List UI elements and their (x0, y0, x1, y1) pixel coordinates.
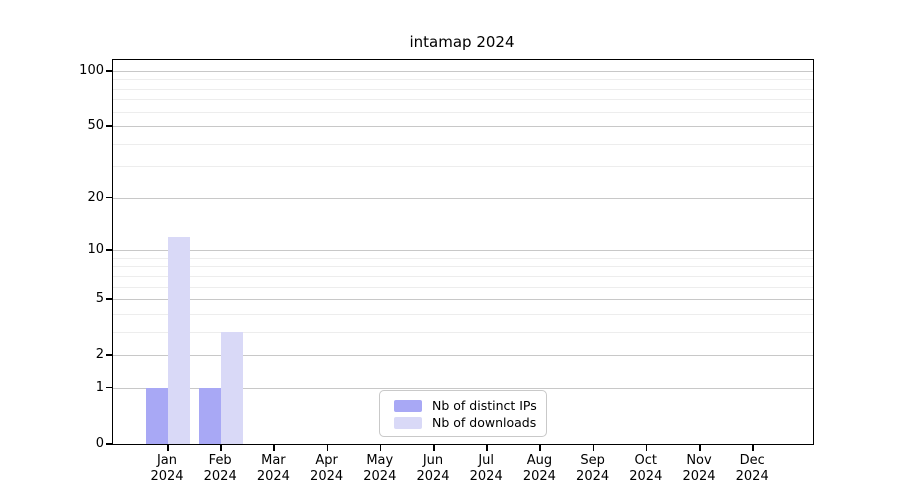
minor-gridline (113, 99, 813, 101)
legend-label-distinct-ips: Nb of distinct IPs (432, 398, 537, 413)
x-tick-mark (379, 444, 382, 451)
x-tick-mark (273, 444, 275, 451)
x-tick-mark (752, 444, 754, 451)
y-tick-label: 2 (95, 347, 104, 363)
major-gridline (113, 250, 813, 252)
major-gridline (113, 126, 813, 128)
legend-swatch-downloads-icon (394, 416, 422, 429)
x-tick-mark (486, 444, 488, 451)
x-tick-label-sep: Sep 2024 (576, 453, 610, 484)
major-gridline (113, 299, 813, 301)
x-tick-label-aug: Aug 2024 (522, 453, 556, 484)
y-tick-label: 50 (87, 118, 104, 134)
plot-area: Nb of distinct IPs Nb of downloads (112, 59, 814, 445)
minor-gridline (113, 88, 813, 90)
x-tick-label-jul: Jul 2024 (469, 453, 503, 484)
minor-gridline (113, 313, 813, 315)
x-tick-label-feb: Feb 2024 (203, 453, 237, 484)
y-tick-label: 0 (95, 436, 104, 451)
major-gridline (113, 387, 813, 389)
y-tick-label: 10 (87, 242, 104, 258)
legend-label-downloads: Nb of downloads (432, 415, 537, 430)
x-tick-label-mar: Mar 2024 (256, 453, 290, 484)
major-gridline (113, 71, 813, 72)
x-tick-mark (592, 444, 595, 451)
x-tick-mark (645, 444, 648, 451)
x-tick-label-nov: Nov 2024 (682, 453, 716, 484)
x-tick-mark (699, 444, 701, 451)
chart-title: intamap 2024 (409, 33, 515, 51)
minor-gridline (113, 331, 813, 333)
major-gridline (113, 355, 813, 357)
bar-distinct-ips-feb (199, 387, 222, 444)
x-tick-mark (539, 444, 541, 451)
y-tick-mark (106, 70, 112, 72)
y-tick-mark (106, 386, 112, 389)
x-tick-label-jan: Jan 2024 (150, 453, 184, 484)
bar-downloads-jan (168, 236, 190, 444)
y-tick-label: 100 (79, 63, 104, 78)
legend: Nb of distinct IPs Nb of downloads (379, 390, 547, 437)
x-tick-mark (220, 444, 222, 451)
x-tick-label-oct: Oct 2024 (629, 453, 663, 484)
y-tick-mark (106, 443, 112, 445)
minor-gridline (113, 166, 813, 168)
x-tick-mark (433, 444, 435, 451)
y-tick-mark (106, 298, 112, 300)
y-tick-mark (106, 249, 112, 251)
x-tick-label-dec: Dec 2024 (735, 453, 769, 484)
major-gridline (113, 197, 813, 199)
y-tick-mark (106, 354, 112, 356)
x-tick-label-jun: Jun 2024 (416, 453, 450, 484)
legend-entry-distinct-ips: Nb of distinct IPs (394, 398, 537, 413)
minor-gridline (113, 286, 813, 288)
x-tick-label-apr: Apr 2024 (310, 453, 344, 484)
legend-swatch-distinct-ips-icon (394, 399, 422, 412)
minor-gridline (113, 79, 813, 81)
minor-gridline (113, 275, 813, 277)
x-tick-mark (167, 444, 169, 451)
minor-gridline (113, 266, 813, 268)
minor-gridline (113, 143, 813, 145)
minor-gridline (113, 257, 813, 259)
y-tick-label: 1 (95, 379, 104, 395)
x-tick-mark (326, 444, 329, 451)
y-tick-label: 20 (87, 189, 104, 205)
bar-distinct-ips-jan (146, 387, 168, 444)
y-tick-mark (106, 196, 112, 199)
minor-gridline (113, 111, 813, 113)
bar-downloads-feb (221, 331, 244, 444)
x-tick-label-may: May 2024 (363, 453, 397, 484)
y-tick-mark (106, 125, 112, 127)
legend-entry-downloads: Nb of downloads (394, 415, 536, 430)
y-tick-label: 5 (95, 291, 104, 307)
